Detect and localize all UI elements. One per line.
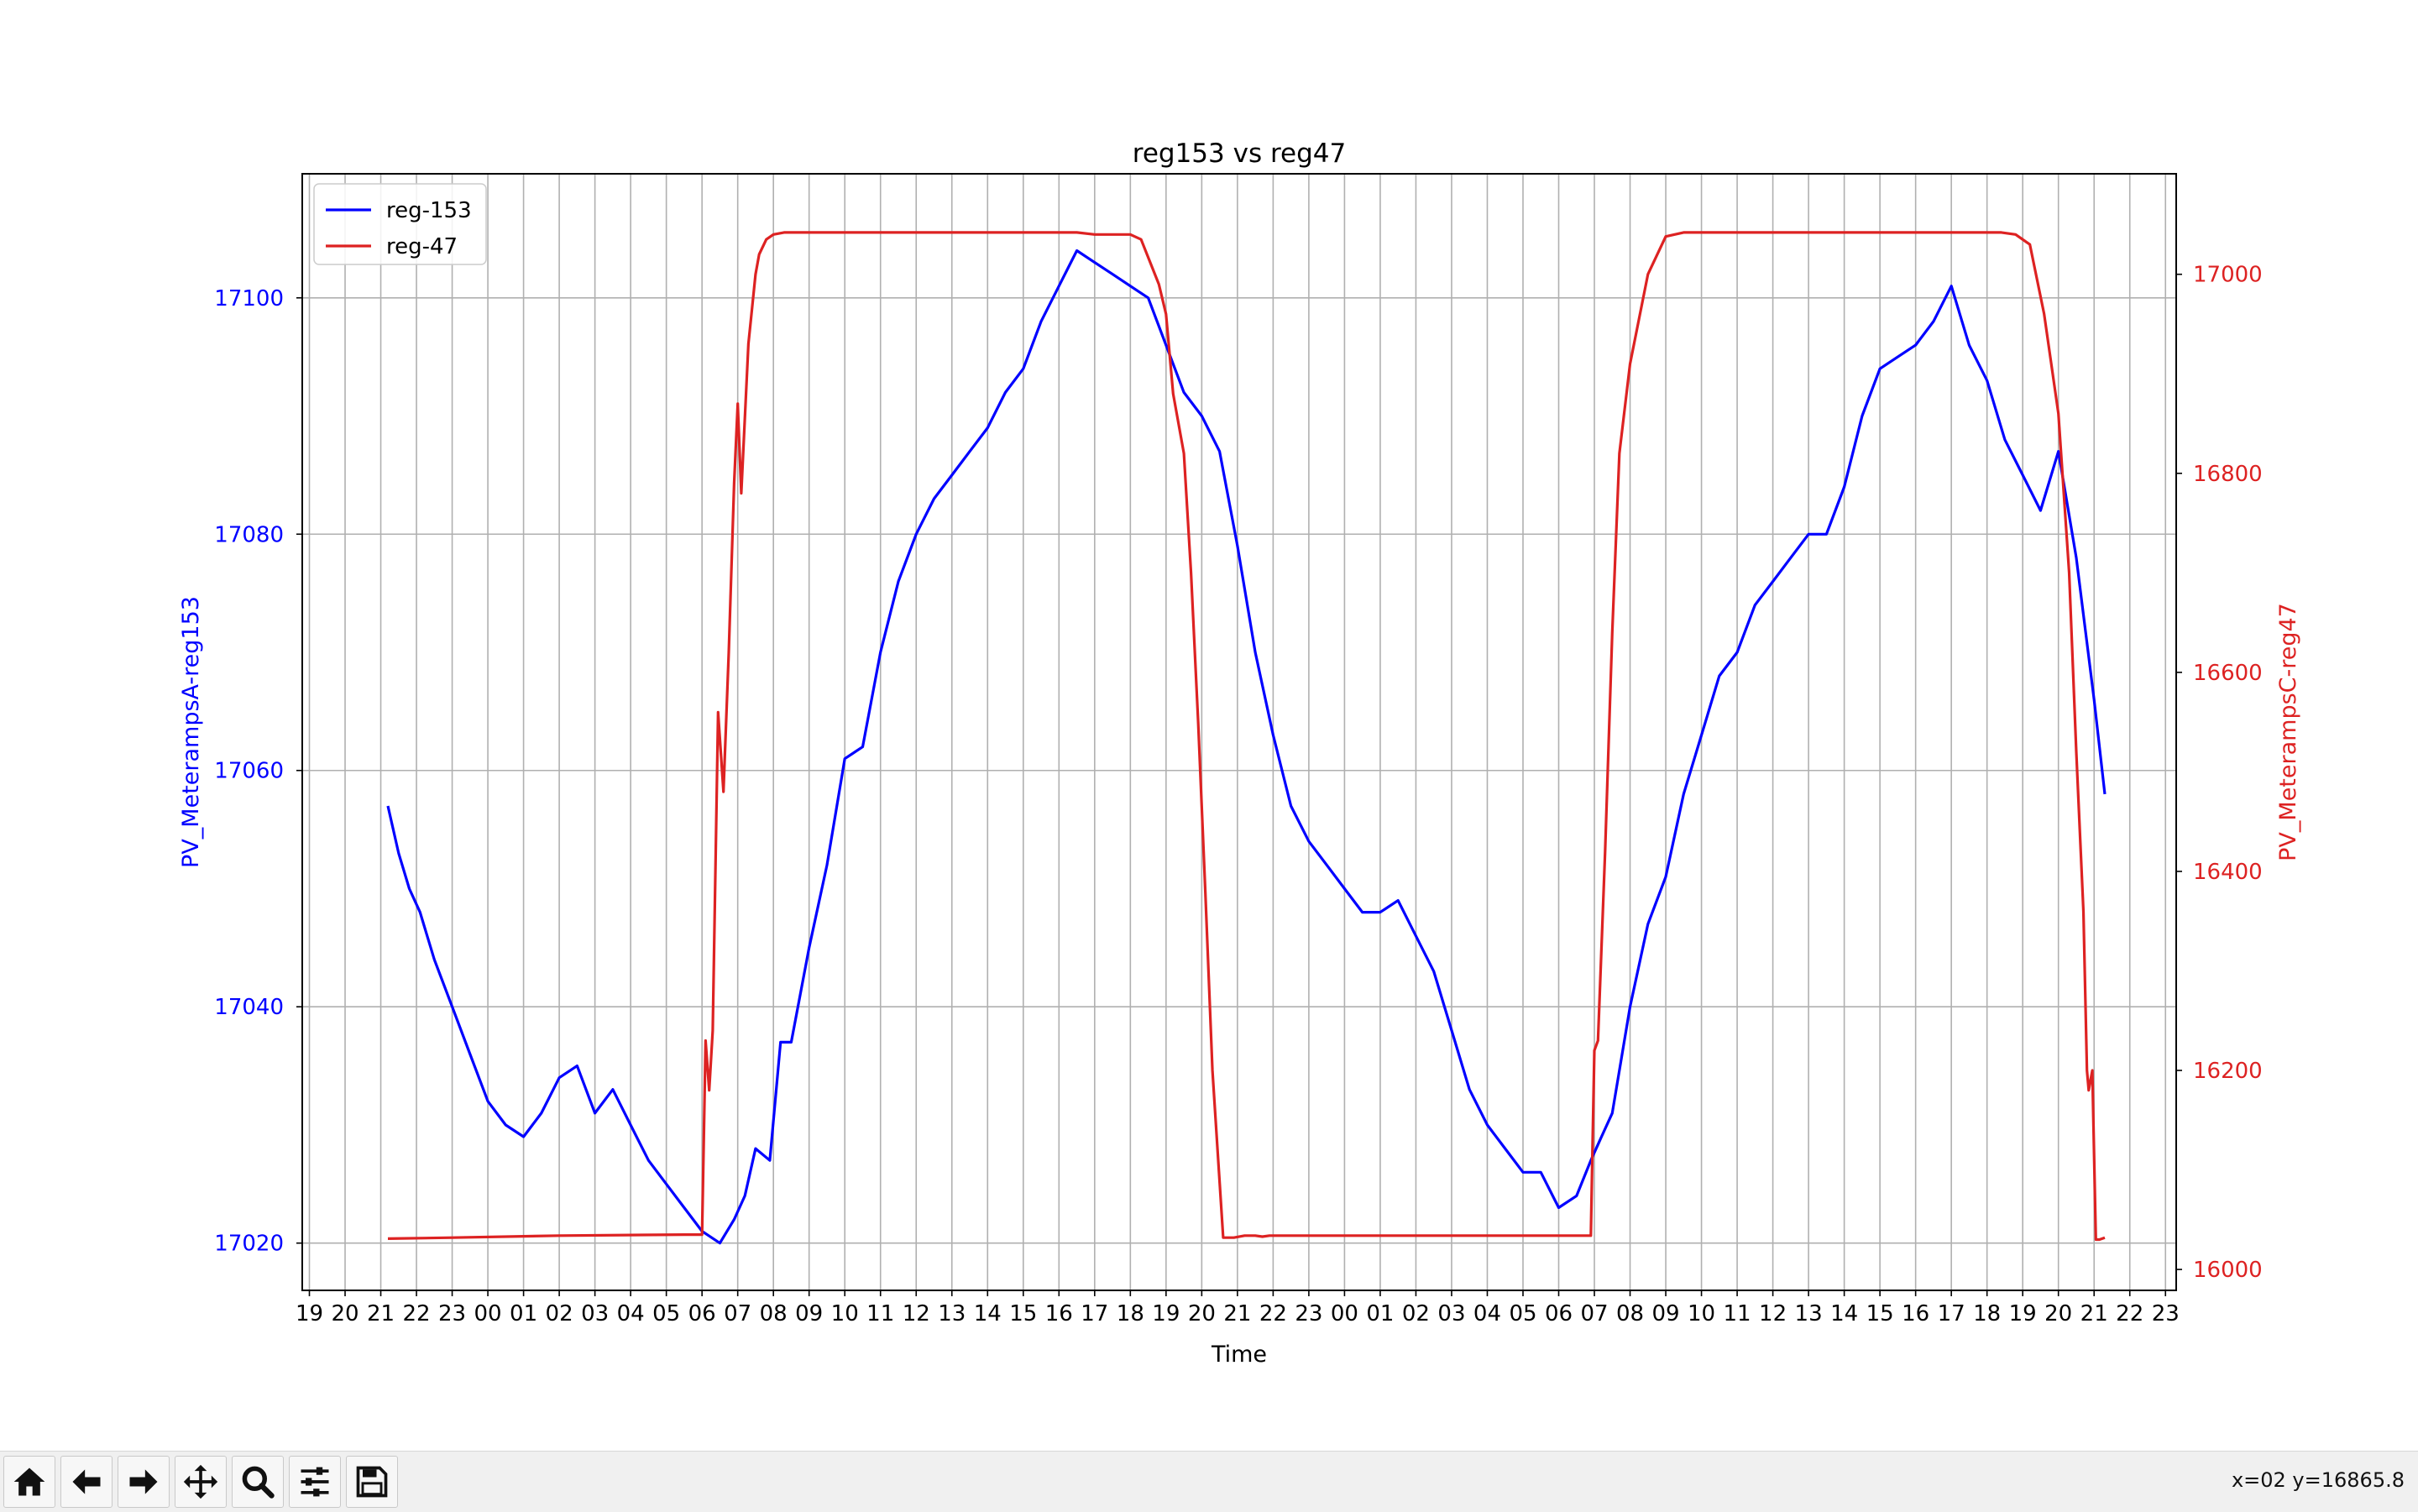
x-tick-label: 05 [1509,1301,1536,1326]
arrow-left-icon [72,1469,101,1494]
x-tick-label: 18 [1973,1301,2001,1326]
figure-canvas[interactable]: 19 20 21 22 23 00 01 02 03 04 05 06 07 08 09 10 11 12 13 14… [0,0,2418,1451]
y-right-tick-label: 16000 [2193,1258,2263,1283]
chart: 19 20 21 22 23 00 01 02 03 04 05 06 07 08 09 10 11 12 13 14… [178,139,2301,1368]
x-tick-label: 06 [1545,1301,1573,1326]
series-line-reg-153 [386,249,2107,1245]
x-tick-label: 23 [1295,1301,1322,1326]
x-tick-label: 14 [1830,1301,1858,1326]
x-tick-label: 07 [1580,1301,1608,1326]
x-tick-label: 19 [296,1301,323,1326]
x-tick-label: 09 [795,1301,823,1326]
x-tick-label: 02 [546,1301,573,1326]
x-tick-label: 13 [938,1301,966,1326]
arrow-right-icon [129,1469,158,1494]
x-tick-label: 19 [1152,1301,1180,1326]
x-tick-label: 11 [866,1301,894,1326]
x-tick-label: 16 [1902,1301,1929,1326]
x-tick-label: 17 [1081,1301,1108,1326]
x-tick-label: 06 [688,1301,716,1326]
forward-button[interactable] [118,1456,170,1508]
configure-subplots-button[interactable] [289,1456,341,1508]
chart-title: reg153 vs reg47 [1133,139,1346,169]
x-tick-label: 04 [1473,1301,1501,1326]
x-tick-label: 12 [1759,1301,1787,1326]
x-tick-label: 19 [2009,1301,2037,1326]
sliders-icon [301,1467,329,1497]
x-tick-label: 17 [1938,1301,1965,1326]
x-tick-label: 07 [724,1301,751,1326]
x-tick-label: 00 [1331,1301,1358,1326]
y-right-tick-label: 16600 [2193,661,2263,686]
y-right-tick-label: 17000 [2193,263,2263,288]
x-tick-label: 21 [2080,1301,2108,1326]
back-button[interactable] [60,1456,113,1508]
x-tick-label: 13 [1795,1301,1823,1326]
x-tick-label: 20 [331,1301,359,1326]
x-tick-label: 20 [2044,1301,2072,1326]
zoom-button[interactable] [232,1456,284,1508]
magnifier-icon [242,1466,275,1499]
floppy-disk-icon [356,1466,388,1498]
x-tick-label: 22 [2116,1301,2143,1326]
x-tick-label: 01 [1366,1301,1394,1326]
legend [313,183,487,265]
y-left-tick-label: 17020 [214,1232,284,1257]
pan-button[interactable] [175,1456,227,1508]
x-tick-label: 23 [2152,1301,2180,1326]
y-left-tick-label: 17100 [214,286,284,311]
x-tick-label: 08 [1616,1301,1644,1326]
move-arrows-icon [183,1464,218,1499]
home-button[interactable] [3,1456,55,1508]
navigation-toolbar: x=02 y=16865.8 [0,1451,2418,1512]
legend-label: reg-47 [386,234,458,259]
series-line-reg-47 [387,231,2106,1242]
x-tick-label: 21 [367,1301,395,1326]
x-tick-label: 18 [1117,1301,1144,1326]
x-tick-label: 16 [1045,1301,1073,1326]
cursor-coordinates: x=02 y=16865.8 [2231,1468,2405,1492]
x-tick-label: 15 [1009,1301,1037,1326]
x-tick-label: 01 [510,1301,537,1326]
x-tick-label: 10 [1688,1301,1715,1326]
x-axis-label: Time [1211,1342,1267,1368]
save-button[interactable] [346,1456,398,1508]
x-tick-label: 22 [1259,1301,1287,1326]
y-right-tick-label: 16800 [2193,462,2263,487]
home-icon [13,1468,45,1496]
plot-area [302,174,2176,1290]
x-tick-label: 11 [1724,1301,1751,1326]
legend-label: reg-153 [386,198,472,223]
x-tick-label: 21 [1223,1301,1251,1326]
x-tick-label: 22 [402,1301,430,1326]
x-tick-label: 03 [581,1301,609,1326]
y-left-tick-label: 17060 [214,759,284,784]
y-left-tick-label: 17080 [214,522,284,547]
x-tick-label: 15 [1866,1301,1894,1326]
y-left-tick-label: 17040 [214,995,284,1020]
x-tick-label: 05 [652,1301,680,1326]
plot-frame [301,173,2177,1291]
x-tick-label: 09 [1651,1301,1679,1326]
x-tick-label: 08 [760,1301,788,1326]
x-tick-label: 03 [1437,1301,1465,1326]
x-tick-label: 23 [438,1301,466,1326]
y-left-axis-label: PV_MeterampsA-reg153 [178,596,204,868]
x-tick-label: 14 [974,1301,1002,1326]
x-tick-label: 10 [831,1301,859,1326]
x-tick-label: 12 [903,1301,930,1326]
y-right-tick-label: 16200 [2193,1059,2263,1084]
x-tick-label: 00 [474,1301,502,1326]
y-right-tick-label: 16400 [2193,860,2263,885]
x-tick-label: 02 [1402,1301,1430,1326]
x-tick-label: 04 [617,1301,645,1326]
y-right-axis-label: PV_MeterampsC-reg47 [2275,603,2301,861]
x-tick-label: 20 [1188,1301,1216,1326]
